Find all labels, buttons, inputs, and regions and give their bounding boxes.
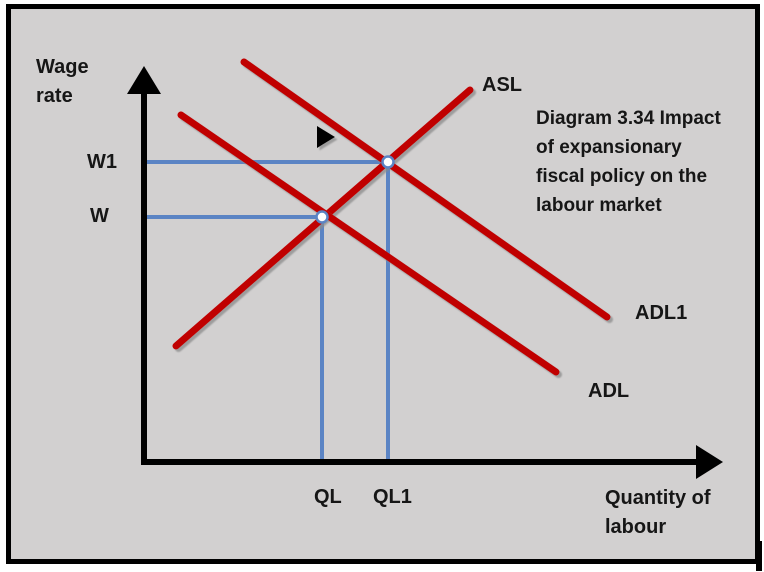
adl1-curve-label: ADL1	[635, 302, 688, 324]
adl-curve-label: ADL	[588, 380, 630, 402]
ql1-label: QL1	[373, 486, 412, 508]
x-axis-label-line-2: labour	[605, 516, 667, 538]
x-axis-label-line-1: Quantity of	[605, 487, 711, 509]
w1-label: W1	[87, 151, 117, 173]
diagram-panel	[6, 4, 760, 564]
diagram-caption: Diagram 3.34 Impact of expansionary fisc…	[536, 104, 721, 220]
curve-adl1-line	[240, 58, 611, 321]
y-axis-arrowhead	[127, 66, 161, 94]
y-axis-label: Wage rate	[36, 53, 89, 111]
curve-adl-line	[177, 111, 560, 376]
shift-arrow-arrowhead	[317, 126, 335, 148]
x-axis-arrowhead	[696, 445, 723, 479]
w-label: W	[90, 205, 109, 227]
equilibrium-new	[381, 155, 395, 169]
y-axis-label-line-2: rate	[36, 85, 73, 107]
asl-curve-label: ASL	[482, 74, 522, 96]
caption-line-2: of expansionary	[536, 137, 682, 158]
caption-line-1: Diagram 3.34 Impact	[536, 108, 721, 129]
caption-line-3: fiscal policy on the	[536, 166, 708, 187]
equilibrium-initial	[315, 210, 329, 224]
corner-notch	[756, 541, 762, 571]
ql-label: QL	[314, 486, 342, 508]
y-axis-label-line-1: Wage	[36, 56, 89, 78]
x-axis-label: Quantity of labour	[605, 484, 711, 542]
caption-line-4: labour market	[536, 195, 662, 216]
